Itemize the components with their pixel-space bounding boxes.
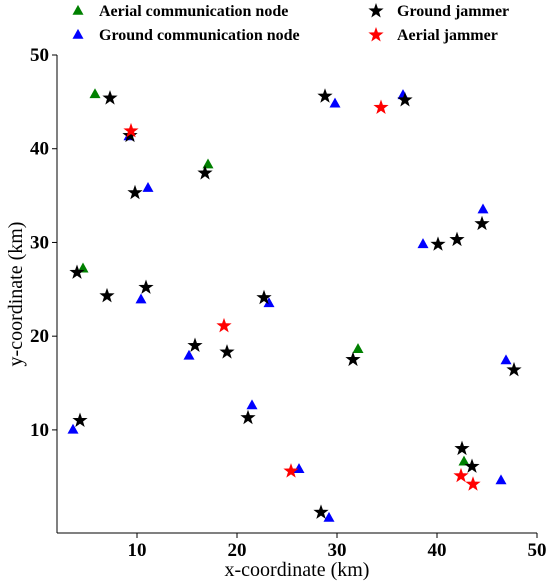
x-tick-label: 30 [328, 540, 347, 561]
node-triangle-marker [329, 97, 341, 108]
data-marks [67, 88, 522, 522]
jammer-star-marker [283, 463, 299, 478]
node-triangle-marker [246, 399, 258, 410]
x-axis-label: x-coordinate (km) [225, 559, 370, 581]
node-triangle-marker [293, 463, 305, 474]
legend-marker [72, 28, 84, 39]
y-axis-label: y-coordinate (km) [5, 222, 27, 367]
jammer-star-marker [219, 344, 235, 359]
y-tick-label: 30 [30, 232, 49, 253]
node-triangle-marker [135, 293, 147, 304]
jammer-star-marker [449, 231, 465, 247]
x-tick-label: 20 [228, 540, 247, 561]
y-tick-label: 40 [30, 139, 49, 160]
jammer-star-marker [122, 127, 138, 143]
x-tick-label: 10 [128, 540, 147, 561]
legend-label: Aerial communication node [99, 3, 288, 20]
legend-entry: Aerial jammer [368, 27, 498, 44]
jammer-star-marker [127, 184, 143, 200]
legend-marker [368, 27, 384, 42]
node-triangle-marker [352, 343, 364, 354]
jammer-star-marker [345, 351, 361, 367]
series-2 [69, 88, 522, 519]
legend-marker [368, 3, 384, 18]
node-triangle-marker [500, 354, 512, 365]
x-tick-label: 50 [528, 540, 547, 561]
node-triangle-marker [477, 203, 489, 214]
jammer-star-marker [123, 122, 139, 138]
jammer-star-marker [197, 165, 213, 180]
jammer-star-marker [216, 317, 232, 333]
legend-label: Aerial jammer [397, 27, 498, 44]
x-tick-label: 40 [428, 540, 447, 561]
jammer-star-marker [373, 99, 389, 114]
jammer-star-marker [453, 467, 469, 483]
series-0 [77, 88, 470, 466]
node-triangle-marker [323, 511, 335, 522]
series-3 [123, 99, 481, 491]
jammer-star-marker [138, 279, 154, 294]
jammer-star-marker [397, 91, 413, 107]
node-triangle-marker [417, 238, 429, 249]
node-triangle-marker [263, 297, 275, 308]
jammer-star-marker [99, 287, 115, 303]
legend-label: Ground communication node [99, 27, 300, 44]
jammer-star-marker [465, 476, 481, 491]
jammer-star-marker [240, 409, 256, 425]
y-tick-label: 20 [30, 326, 49, 347]
series-1 [67, 89, 512, 522]
jammer-star-marker [313, 504, 329, 519]
node-triangle-marker [202, 158, 214, 169]
jammer-star-marker [317, 88, 333, 103]
node-triangle-marker [458, 455, 470, 466]
legend-entry: Ground communication node [72, 27, 300, 44]
y-tick-label: 50 [30, 45, 49, 66]
jammer-star-marker [102, 90, 118, 105]
legend-label: Ground jammer [397, 3, 509, 20]
legend: Aerial communication node Ground communic… [72, 3, 509, 44]
jammer-star-marker [72, 412, 88, 427]
node-triangle-marker [89, 88, 101, 99]
jammer-star-marker [256, 289, 272, 305]
node-triangle-marker [183, 349, 195, 360]
node-triangle-marker [67, 423, 79, 434]
jammer-star-marker [474, 215, 490, 231]
node-triangle-marker [142, 181, 154, 192]
jammer-star-marker [464, 458, 480, 473]
legend-marker [72, 4, 84, 15]
jammer-star-marker [454, 440, 470, 456]
legend-entry: Ground jammer [368, 3, 509, 20]
jammer-star-marker [506, 361, 522, 377]
axes: 10 20 30 40 50 10 20 30 40 50 [30, 45, 547, 561]
jammer-star-marker [430, 236, 446, 251]
y-tick-label: 10 [30, 420, 49, 441]
node-triangle-marker [495, 474, 507, 485]
jammer-star-marker [187, 337, 203, 353]
jammer-star-marker [69, 264, 85, 279]
legend-entry: Aerial communication node [72, 3, 288, 20]
